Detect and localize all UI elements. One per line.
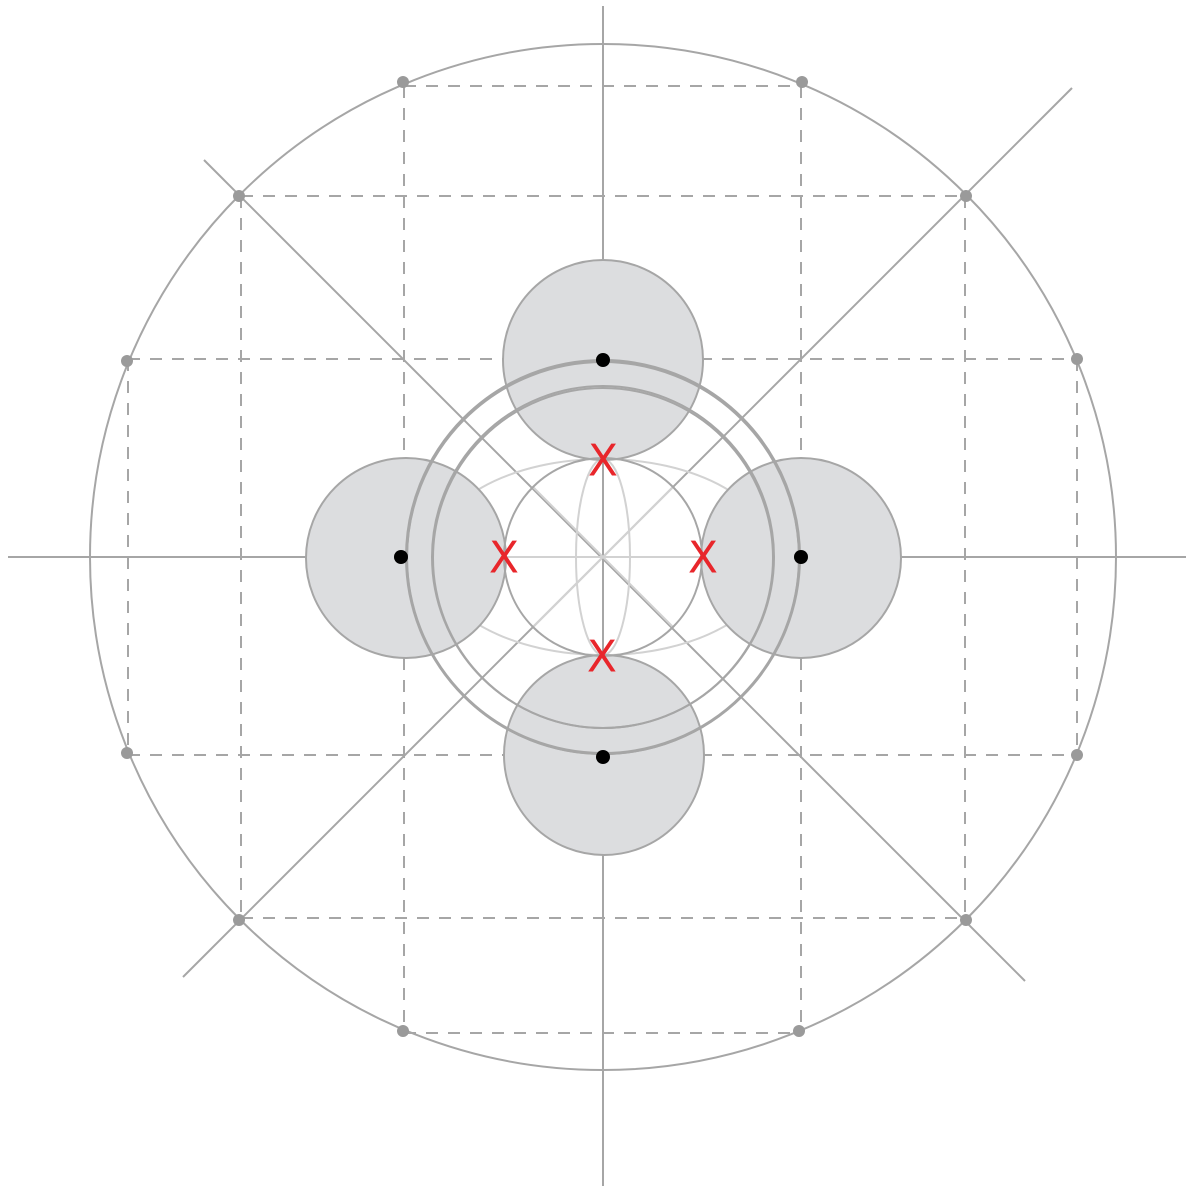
petal-center-dots: [394, 353, 808, 764]
perimeter-points: [121, 76, 1083, 1037]
diagonal-nw-se: [203, 159, 1026, 982]
mark-x-bottom: X: [587, 632, 617, 683]
dot-top: [596, 353, 610, 367]
dot-bottom: [596, 750, 610, 764]
mark-x-left: X: [489, 533, 519, 584]
mark-x-top: X: [588, 436, 618, 487]
dot-left: [394, 550, 408, 564]
mark-x-right: X: [688, 533, 718, 584]
dot-right: [794, 550, 808, 564]
